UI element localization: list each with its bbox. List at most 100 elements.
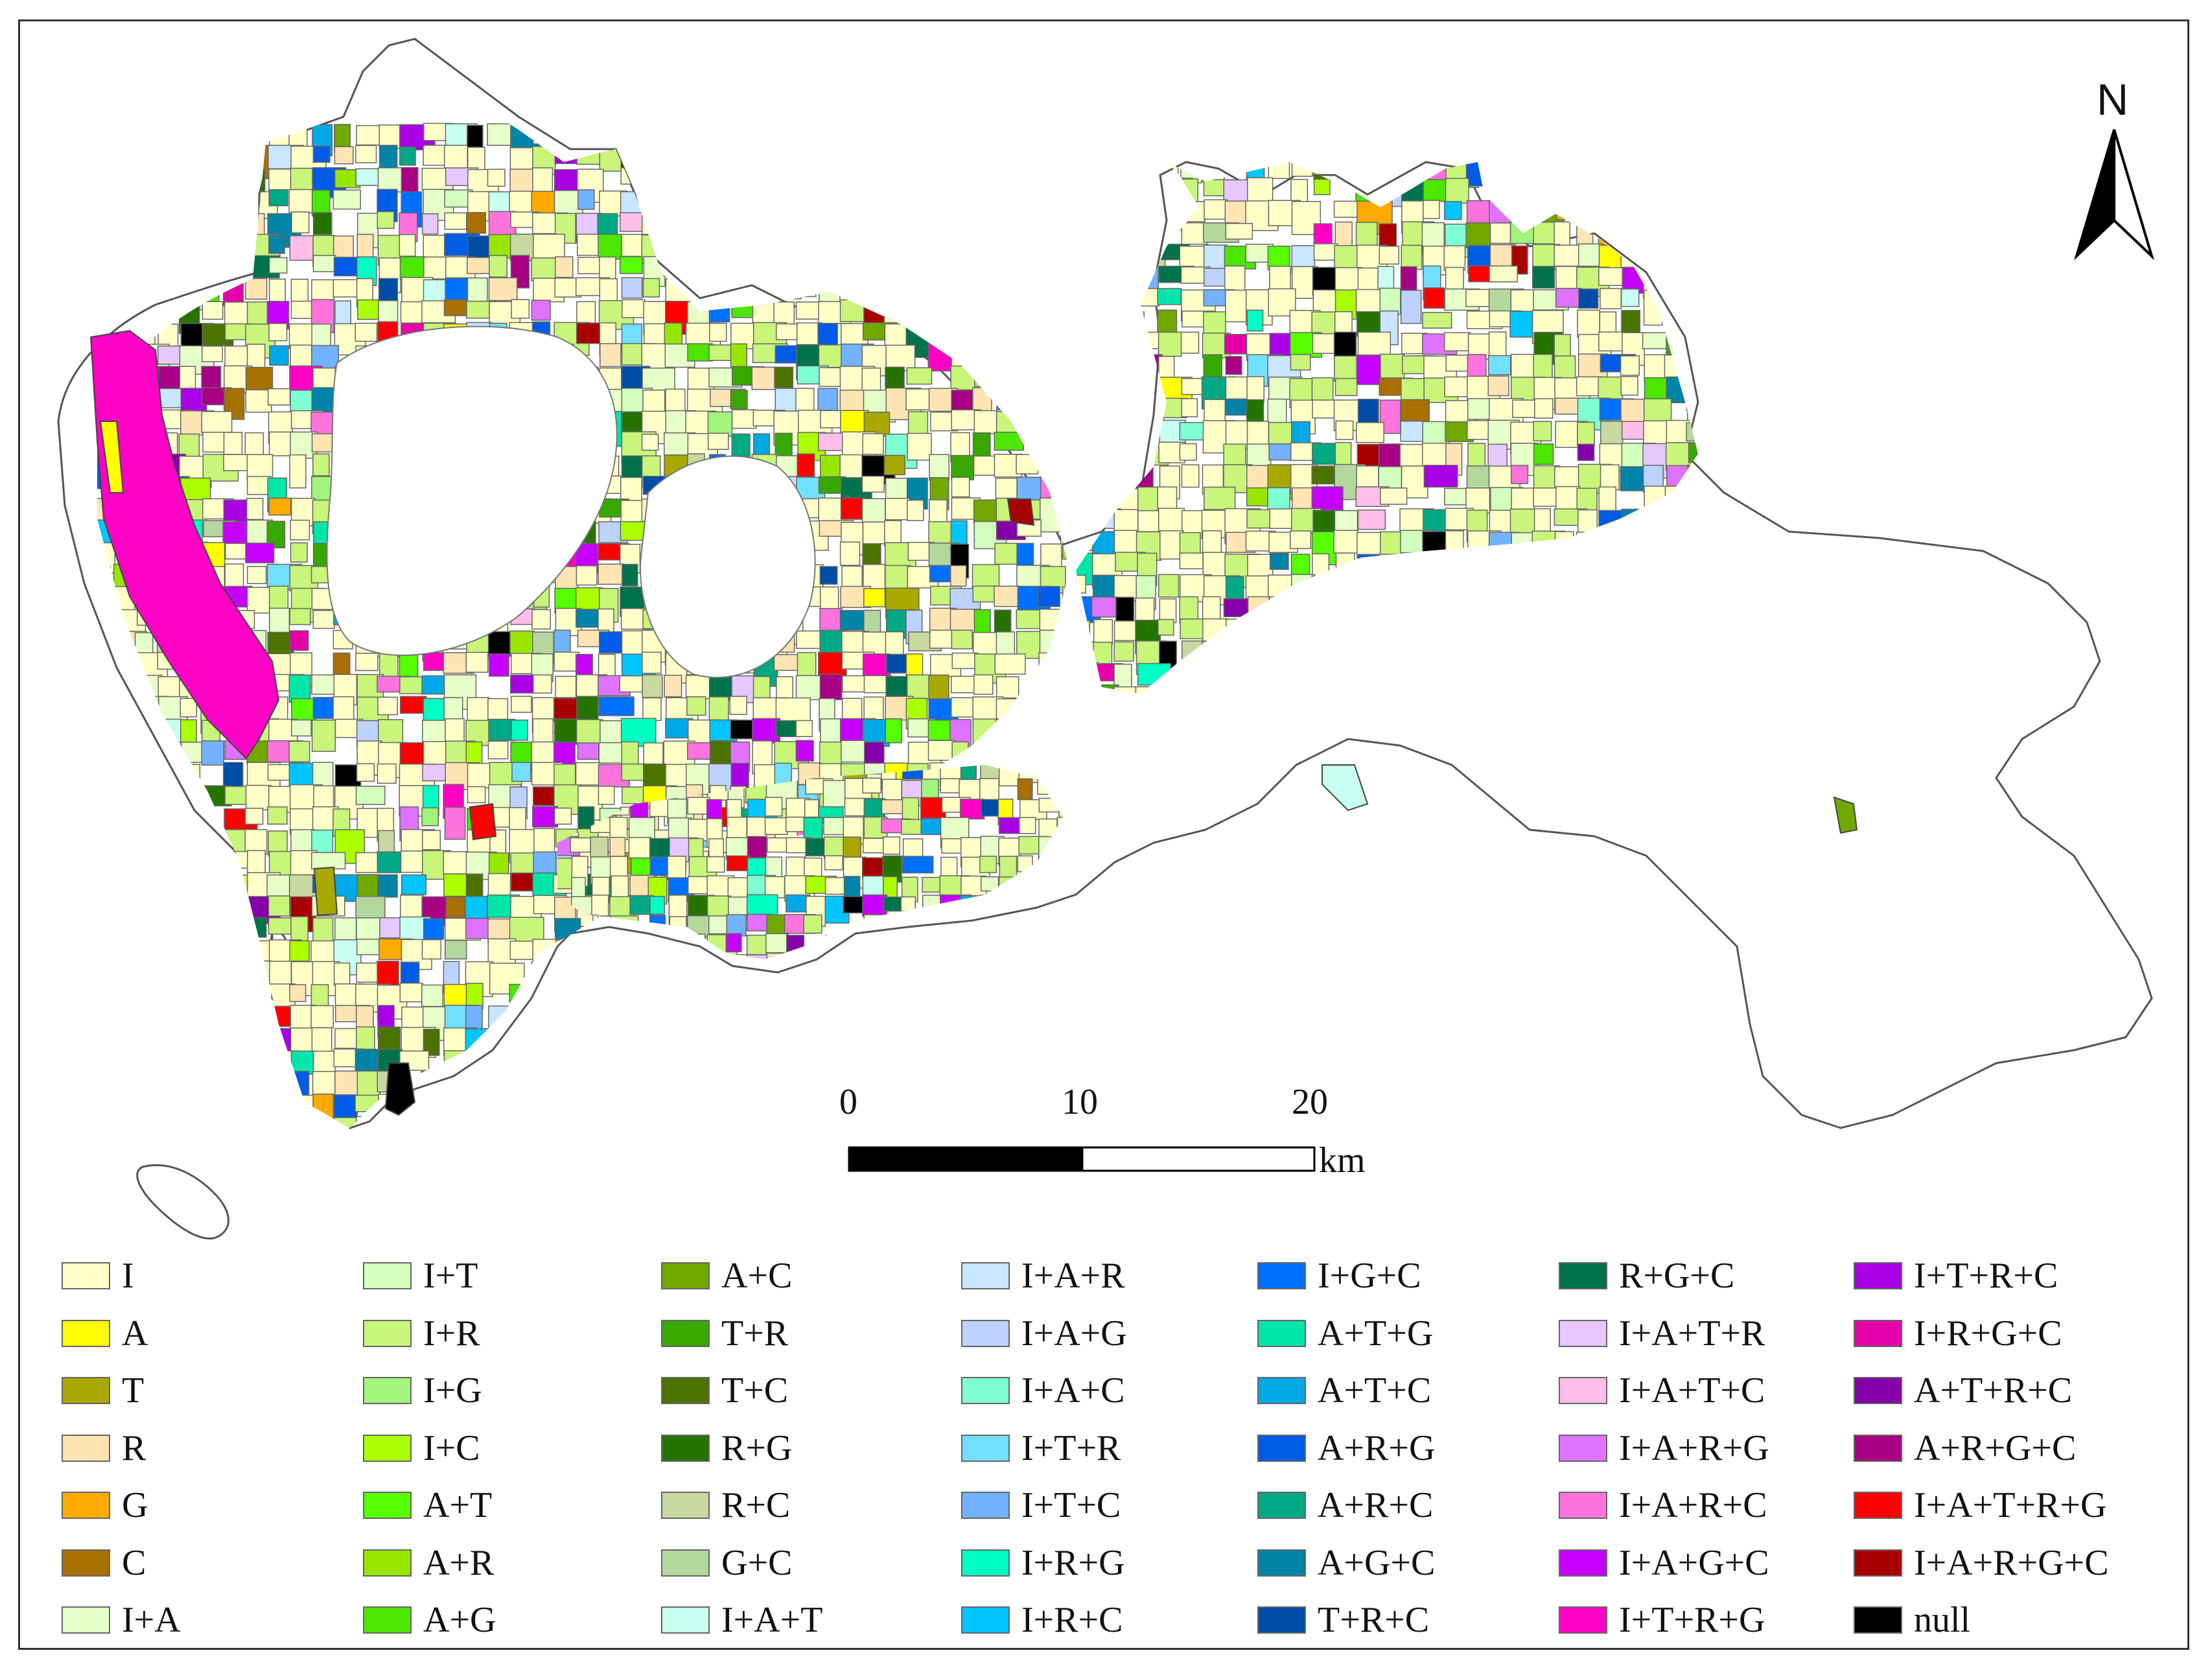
land-parcel: [863, 609, 881, 635]
land-parcel: [289, 630, 309, 651]
land-parcel: [223, 213, 246, 240]
land-parcel: [1038, 818, 1058, 838]
land-parcel: [444, 212, 467, 230]
land-parcel: [532, 806, 559, 828]
land-parcel: [421, 984, 443, 1007]
land-parcel: [1642, 162, 1660, 193]
land-parcel: [1334, 618, 1355, 637]
land-parcel: [1379, 685, 1397, 694]
land-parcel: [1018, 985, 1043, 1009]
land-parcel: [1060, 850, 1069, 869]
land-parcel: [1040, 874, 1065, 893]
land-parcel: [1444, 376, 1469, 397]
land-parcel: [1487, 642, 1520, 663]
land-parcel: [753, 147, 784, 177]
land-parcel: [1039, 1005, 1067, 1039]
land-parcel: [1599, 618, 1620, 652]
land-parcel: [628, 837, 652, 859]
land-parcel: [861, 917, 881, 940]
land-parcel: [1445, 641, 1469, 669]
land-parcel: [863, 233, 887, 255]
land-parcel: [1061, 806, 1069, 841]
land-parcel: [726, 855, 751, 871]
land-parcel: [589, 915, 618, 936]
land-parcel: [113, 962, 130, 994]
land-parcel: [223, 234, 253, 268]
land-parcel: [576, 1072, 600, 1098]
legend-label: I+R+C: [1021, 1600, 1123, 1640]
land-parcel: [1620, 620, 1639, 644]
land-parcel: [201, 346, 224, 362]
land-parcel: [1687, 685, 1698, 694]
land-parcel: [1076, 311, 1106, 328]
land-parcel: [1114, 443, 1145, 471]
land-parcel: [443, 1114, 478, 1128]
land-parcel: [1335, 574, 1353, 609]
land-parcel: [861, 1116, 889, 1128]
land-parcel: [97, 1095, 124, 1121]
land-parcel: [312, 145, 331, 163]
land-parcel: [1179, 532, 1201, 557]
land-parcel: [289, 984, 307, 1002]
land-parcel: [927, 233, 964, 252]
land-parcel: [1091, 377, 1112, 395]
land-parcel: [710, 961, 730, 985]
land-parcel: [863, 838, 885, 854]
land-parcel: [598, 786, 615, 805]
land-parcel: [356, 1026, 375, 1050]
legend-swatch: [661, 1549, 710, 1577]
land-parcel: [951, 1115, 972, 1128]
land-parcel: [1400, 641, 1417, 672]
land-parcel: [885, 940, 907, 961]
land-parcel: [708, 696, 729, 725]
land-parcel: [1137, 510, 1161, 532]
land-parcel: [591, 952, 622, 959]
land-parcel: [1666, 179, 1689, 204]
legend-item: I+T+R+G: [1559, 1601, 1765, 1639]
land-parcel: [950, 299, 971, 333]
land-parcel: [730, 211, 751, 228]
land-parcel: [202, 916, 239, 939]
land-parcel: [1037, 778, 1058, 795]
land-parcel: [399, 982, 424, 1003]
land-parcel: [1642, 619, 1675, 652]
land-parcel: [1114, 311, 1145, 333]
land-parcel: [1039, 851, 1060, 886]
legend-swatch: [363, 1549, 412, 1577]
land-parcel: [1039, 299, 1061, 335]
land-parcel: [685, 1049, 706, 1080]
land-parcel: [1379, 554, 1402, 575]
land-parcel: [1018, 1071, 1038, 1101]
land-parcel: [134, 872, 164, 891]
land-parcel: [1091, 486, 1114, 511]
land-parcel: [797, 1028, 817, 1061]
land-parcel: [114, 852, 138, 880]
land-parcel: [883, 836, 901, 855]
land-parcel: [113, 191, 140, 209]
land-parcel: [599, 123, 625, 143]
land-parcel: [1018, 741, 1039, 768]
land-parcel: [951, 279, 983, 315]
land-parcel: [751, 169, 770, 196]
land-parcel: [621, 277, 643, 299]
land-parcel: [1056, 953, 1063, 959]
land-parcel: [1039, 629, 1069, 666]
land-parcel: [972, 1093, 990, 1110]
legend-item: I+A+G: [961, 1314, 1127, 1353]
land-parcel: [1400, 420, 1426, 442]
land-parcel: [97, 674, 121, 705]
land-parcel: [1204, 199, 1228, 220]
land-parcel: [158, 1004, 184, 1033]
land-parcel: [1016, 718, 1047, 746]
land-parcel: [487, 1027, 505, 1053]
land-parcel: [1533, 162, 1568, 187]
land-parcel: [973, 233, 1003, 267]
land-parcel: [1488, 162, 1513, 182]
land-parcel: [576, 1048, 594, 1076]
land-parcel: [1291, 421, 1310, 446]
land-parcel: [884, 1071, 920, 1105]
legend-item: I+A: [62, 1601, 181, 1639]
land-parcel: [774, 962, 793, 990]
land-parcel: [1113, 332, 1131, 352]
land-parcel: [1402, 618, 1433, 641]
